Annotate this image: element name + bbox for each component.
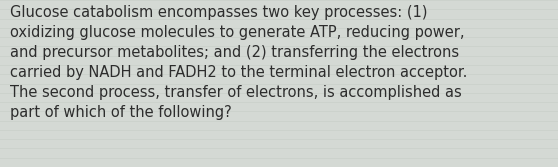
Text: Glucose catabolism encompasses two key processes: (1)
oxidizing glucose molecule: Glucose catabolism encompasses two key p… (10, 5, 468, 120)
